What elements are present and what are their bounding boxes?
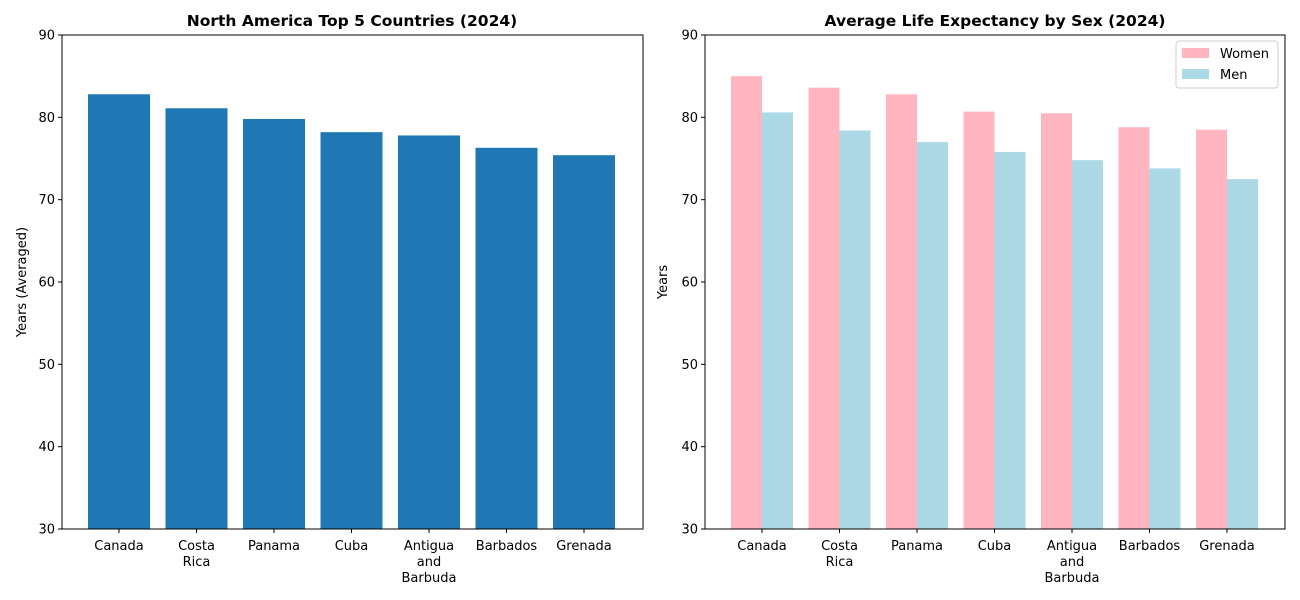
chart-left-xtick-label-1: Costa Rica	[178, 539, 215, 570]
chart-right-xtick-label-1: Costa Rica	[821, 539, 858, 570]
chart-left-ytick-label-4: 70	[38, 193, 55, 208]
chart-left-bars	[88, 94, 615, 530]
chart-left-xtick-label-5: Barbados	[476, 539, 538, 554]
chart-left-ytick-label-0: 30	[38, 523, 55, 538]
chart-left-ytick-label-3: 60	[38, 276, 55, 291]
chart-left-bar-4	[398, 135, 460, 530]
chart-right-bar-women-0	[731, 76, 762, 530]
chart-left-ytick-label-1: 40	[38, 440, 55, 455]
chart-left-bar-3	[320, 132, 383, 530]
chart-left: North America Top 5 Countries (2024) Yea…	[15, 12, 644, 587]
chart-left-ylabel: Years (Averaged)	[15, 227, 30, 338]
chart-right-bar-women-6	[1196, 129, 1227, 529]
chart-right-bar-men-6	[1227, 179, 1258, 530]
legend-label-men: Men	[1220, 68, 1247, 83]
chart-left-xtick-label-0: Canada	[94, 539, 143, 554]
chart-right-ytick-label-4: 70	[681, 193, 698, 208]
chart-left-xtick-label-3: Cuba	[335, 539, 369, 554]
legend-swatch-women	[1182, 48, 1209, 58]
chart-right-axes: Canada Costa Rica Panama Cuba Antigua and Barbu…	[681, 29, 1254, 587]
chart-right-bar-women-3	[963, 111, 995, 529]
chart-right-xtick-label-2: Panama	[891, 539, 943, 554]
chart-left-bar-5	[475, 147, 538, 529]
chart-right-xtick-label-4: Antigua and Barbuda	[1045, 539, 1100, 586]
chart-right-ytick-label-6: 90	[681, 29, 698, 44]
chart-left-ytick-label-2: 50	[38, 358, 55, 373]
chart-left-ytick-label-6: 90	[38, 29, 55, 44]
chart-right-bar-women-2	[886, 94, 917, 529]
chart-left-xtick-label-4: Antigua and Barbuda	[402, 539, 457, 586]
chart-left-frame	[61, 34, 644, 530]
chart-right-bar-men-1	[839, 130, 871, 530]
chart-right-bar-men-5	[1149, 168, 1181, 529]
chart-right-bar-men-0	[762, 112, 793, 529]
chart-right-bar-men-3	[994, 151, 1026, 529]
chart-left-bar-0	[88, 94, 150, 529]
chart-right-title: Average Life Expectancy by Sex (2024)	[825, 12, 1166, 30]
chart-left-ytick-label-5: 80	[38, 111, 55, 126]
chart-left-xtick-label-2: Panama	[248, 539, 300, 554]
legend-swatch-men	[1182, 69, 1209, 79]
chart-right-bar-women-5	[1118, 127, 1150, 530]
chart-right-ytick-label-2: 50	[681, 358, 698, 373]
chart-right-ytick-label-1: 40	[681, 440, 698, 455]
chart-right-bars	[731, 76, 1258, 530]
chart-right-ylabel: Years	[656, 265, 671, 301]
chart-right-bar-women-1	[808, 87, 840, 530]
chart-right-bar-men-4	[1072, 160, 1103, 529]
chart-left-xtick-label-6: Grenada	[556, 539, 612, 554]
chart-right-frame	[704, 34, 1286, 530]
chart-right-xtick-label-6: Grenada	[1199, 539, 1255, 554]
chart-right-xtick-label-3: Cuba	[978, 539, 1012, 554]
chart-left-bar-1	[165, 108, 228, 529]
chart-left-title: North America Top 5 Countries (2024)	[187, 12, 518, 30]
chart-right-ytick-label-3: 60	[681, 276, 698, 291]
chart-right-xtick-label-5: Barbados	[1119, 539, 1181, 554]
chart-right-xtick-label-0: Canada	[737, 539, 786, 554]
chart-right-ytick-label-5: 80	[681, 111, 698, 126]
chart-left-bar-6	[553, 155, 615, 529]
chart-right-bar-men-2	[917, 142, 948, 530]
chart-right-bar-women-4	[1041, 113, 1072, 529]
chart-right-ytick-label-0: 30	[681, 523, 698, 538]
chart-left-axes: Canada Costa Rica Panama Cuba Antigua and Barbu…	[38, 29, 611, 587]
legend: Women Men	[1175, 40, 1279, 89]
chart-left-bar-2	[243, 118, 305, 529]
legend-label-women: Women	[1220, 47, 1269, 62]
chart-right: Average Life Expectancy by Sex (2024) Ye…	[656, 12, 1286, 587]
